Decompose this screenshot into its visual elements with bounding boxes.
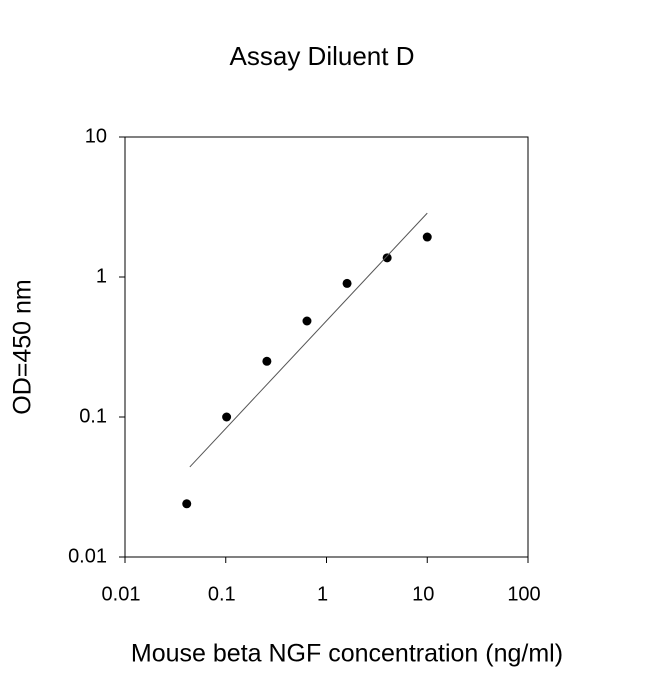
x-tick-label: 0.01 [102, 583, 141, 605]
data-point [342, 278, 352, 288]
data-point [302, 316, 312, 326]
chart-title: Assay Diluent D [230, 41, 415, 71]
x-tick-label: 10 [412, 583, 434, 605]
data-point [182, 499, 192, 509]
x-tick-label: 0.1 [208, 583, 236, 605]
data-point [262, 356, 272, 366]
data-point [222, 412, 232, 422]
x-axis-label: Mouse beta NGF concentration (ng/ml) [131, 640, 563, 668]
data-point [382, 253, 392, 263]
data-point [422, 232, 432, 242]
plot-frame [124, 136, 529, 558]
y-tick-label: 1 [96, 265, 107, 287]
y-tick-label: 10 [85, 125, 107, 147]
y-tick-label: 0.1 [79, 405, 107, 427]
fit-line [189, 212, 428, 468]
x-tick-label: 1 [317, 583, 328, 605]
y-axis-label: OD=450 nm [9, 279, 37, 415]
x-tick-label: 100 [507, 583, 540, 605]
y-tick-label: 0.01 [68, 545, 107, 567]
